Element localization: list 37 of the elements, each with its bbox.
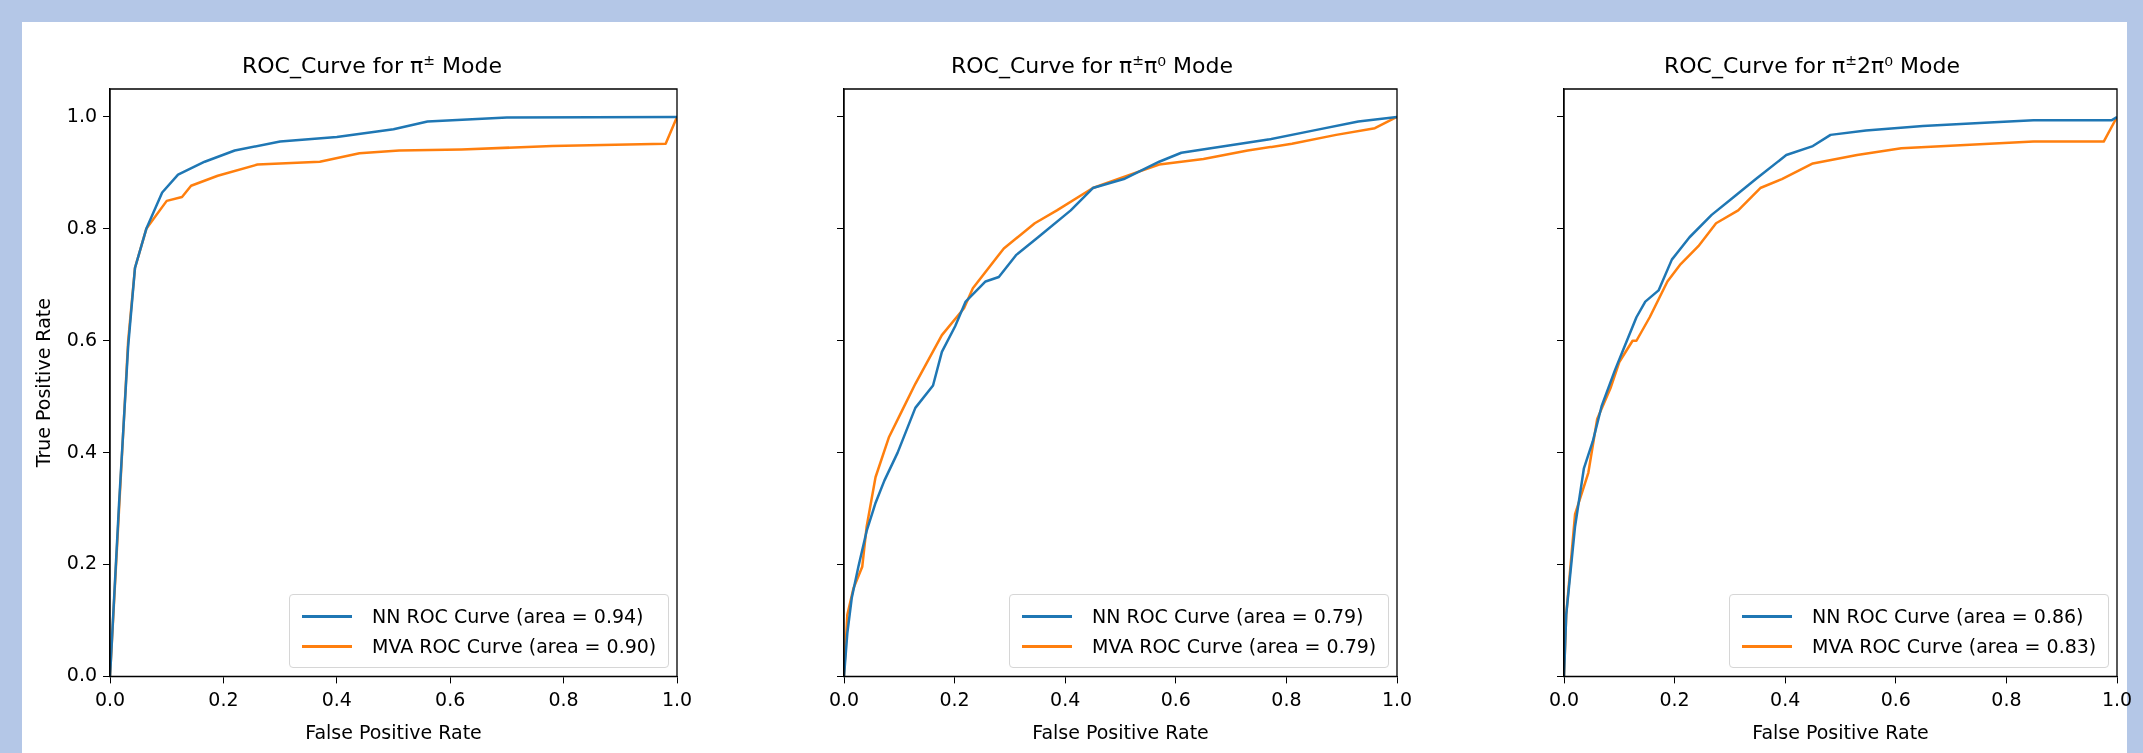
y-tick-label: 0.4	[66, 439, 98, 462]
x-tick-label: 0.4	[321, 687, 352, 710]
x-tick-label: 0.6	[1160, 687, 1191, 710]
x-tick-label: 0.4	[1050, 687, 1081, 710]
chart-title: ROC_Curve for π$^{±}$π⁰ Mode	[949, 52, 1235, 79]
x-tick-label: 1.0	[1381, 687, 1413, 710]
x-tick-label: 0.2	[208, 687, 239, 710]
legend-label: NN ROC Curve (area = 0.94)	[372, 604, 644, 630]
legend-label: NN ROC Curve (area = 0.86)	[1812, 604, 2084, 630]
legend-label: MVA ROC Curve (area = 0.83)	[1812, 634, 2097, 660]
x-tick-label: 0.8	[1991, 687, 2022, 710]
x-tick-label: 0.2	[939, 687, 970, 710]
y-tick-label: 0.6	[66, 327, 98, 350]
y-tick-label: 0.8	[66, 215, 98, 238]
x-tick-label: 0.6	[1880, 687, 1911, 710]
y-tick-label: 0.2	[66, 551, 98, 574]
x-tick-label: 0.4	[1770, 687, 1801, 710]
x-tick-label: 1.0	[2101, 687, 2133, 710]
y-tick-label: 0.0	[66, 663, 98, 686]
x-tick-label: 1.0	[661, 687, 693, 710]
chart-title: ROC_Curve for π$^{±}$ Mode	[241, 52, 503, 79]
x-tick-label: 0.8	[1271, 687, 1302, 710]
x-axis-title: False Positive Rate	[305, 720, 482, 743]
x-tick-label: 0.0	[828, 687, 860, 710]
x-tick-label: 0.0	[1548, 687, 1580, 710]
x-tick-label: 0.6	[435, 687, 466, 710]
chart-title: ROC_Curve for π$^{±}$2π⁰ Mode	[1662, 52, 1962, 79]
x-tick-label: 0.0	[94, 687, 126, 710]
legend-label: NN ROC Curve (area = 0.79)	[1092, 604, 1364, 630]
x-tick-label: 0.8	[548, 687, 579, 710]
x-axis-title: False Positive Rate	[1032, 720, 1209, 743]
y-axis-title: True Positive Rate	[32, 298, 55, 469]
x-axis-title: False Positive Rate	[1752, 720, 1929, 743]
x-tick-label: 0.2	[1659, 687, 1690, 710]
y-tick-label: 1.0	[66, 103, 98, 126]
legend-label: MVA ROC Curve (area = 0.90)	[372, 634, 657, 660]
legend-label: MVA ROC Curve (area = 0.79)	[1092, 634, 1377, 660]
